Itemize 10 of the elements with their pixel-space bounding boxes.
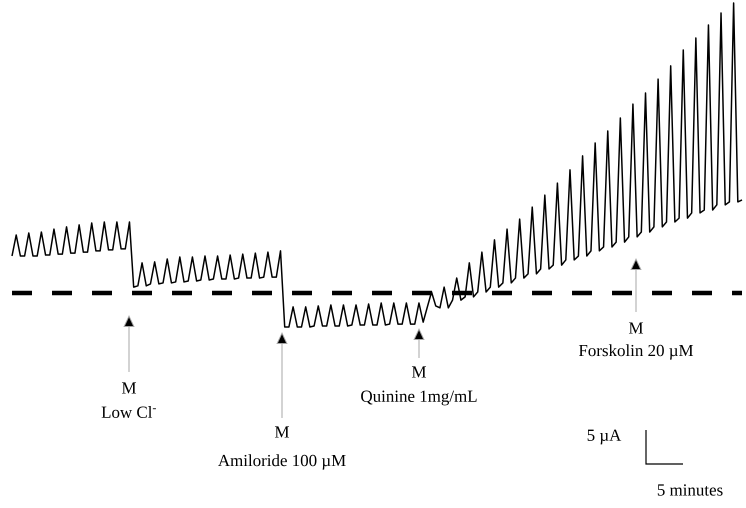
- text: 5 minutes: [658, 484, 723, 496]
- text: M: [274, 426, 290, 438]
- text: M: [122, 382, 136, 394]
- text: Forskolin 20 µM: [578, 344, 694, 360]
- annotation: M: [628, 322, 644, 334]
- text: Low Cl$^{-}$: [102, 406, 156, 418]
- text: Quinine 1mg/mL: [361, 390, 477, 406]
- text: M: [412, 366, 426, 378]
- text: 5 µA: [588, 430, 622, 444]
- text: Amiloride 100 µM: [218, 454, 346, 470]
